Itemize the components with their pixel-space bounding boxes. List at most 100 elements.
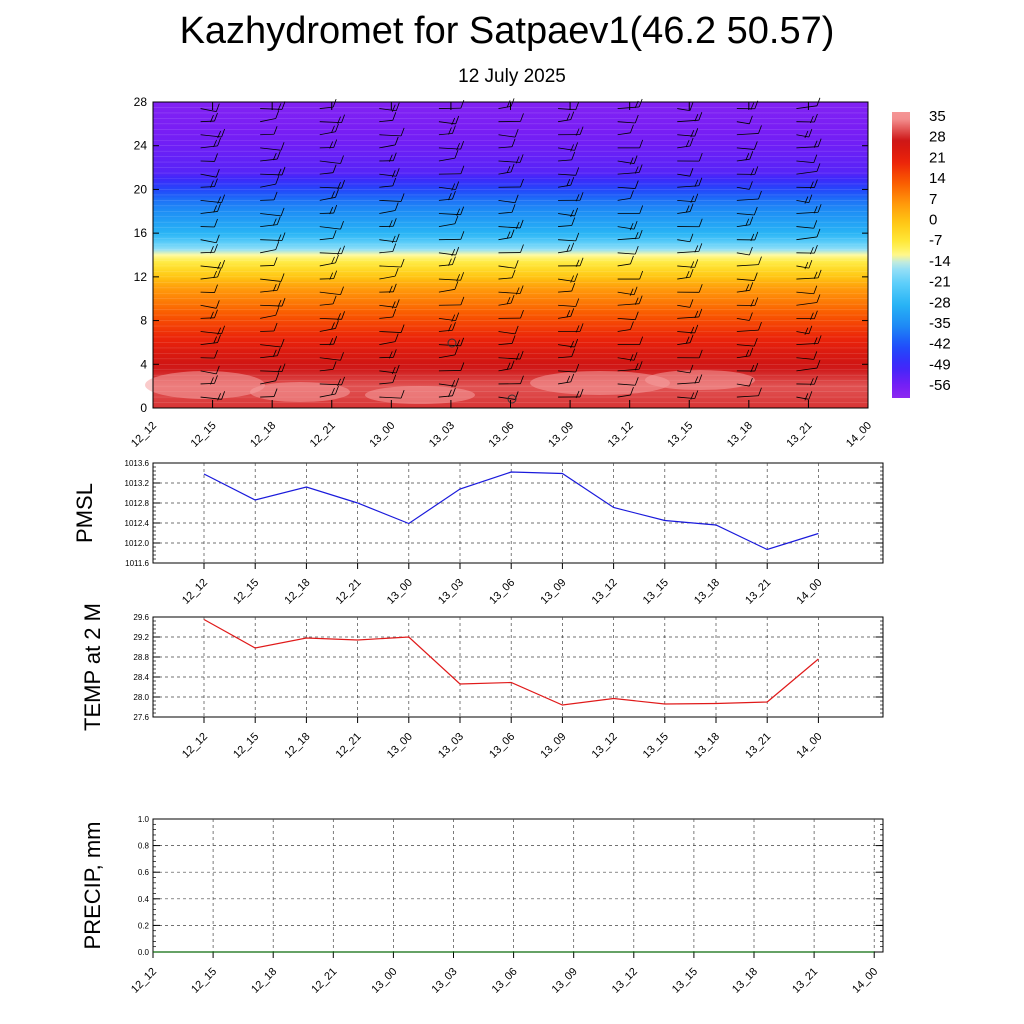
wind-barb-flag — [690, 326, 695, 335]
wind-barb-flag — [750, 299, 755, 307]
wind-barb-flag — [698, 374, 703, 383]
wind-barb — [736, 115, 753, 125]
wind-barb-flag — [685, 139, 690, 148]
wind-barb-shaft — [379, 265, 402, 268]
wind-barb-shaft — [796, 367, 818, 372]
wind-barb — [736, 312, 753, 321]
wind-barb — [617, 270, 644, 280]
wind-barb — [796, 194, 813, 204]
wind-barb-flag — [758, 387, 762, 396]
wind-barb-flag — [273, 388, 278, 397]
wind-barb-flag — [455, 246, 460, 256]
wind-barb-flag — [519, 350, 524, 360]
wind-barb-flag — [514, 129, 519, 138]
wind-barb-shaft — [379, 239, 397, 243]
wind-barb — [200, 284, 218, 293]
wind-barb-shaft — [498, 211, 513, 214]
wind-barb — [200, 169, 220, 178]
wind-barb-shaft — [617, 197, 631, 201]
y-tick-label: 28 — [134, 95, 148, 109]
wind-barb-flag — [392, 152, 397, 161]
wind-barb-flag — [574, 338, 579, 348]
wind-barb-shaft — [617, 317, 636, 321]
wind-barb-flag — [814, 179, 818, 188]
wind-barb-flag — [634, 363, 639, 371]
y-tick-label: 4 — [140, 357, 147, 371]
wind-barb-flag — [689, 203, 694, 212]
wind-barb-shaft — [558, 344, 575, 348]
wind-barb-flag — [221, 260, 225, 269]
wind-barb-flag — [394, 333, 399, 342]
wind-barb-flag — [694, 114, 699, 122]
y-tick-label: 12 — [134, 270, 148, 284]
y-axis-label: PRECIP, mm — [80, 822, 105, 950]
wind-barb-flag — [749, 282, 754, 291]
wind-barb-flag — [217, 203, 221, 212]
wind-barb-flag — [813, 140, 818, 148]
x-tick-label: 13_00 — [385, 577, 415, 607]
wind-barb-flag — [814, 113, 818, 123]
wind-barb-shaft — [319, 369, 334, 372]
wind-barb-shaft — [558, 213, 575, 217]
wind-barb-shaft — [558, 239, 576, 242]
wind-barb-flag — [329, 338, 334, 346]
wind-barb — [260, 142, 285, 151]
wind-barb-flag — [816, 294, 821, 303]
wind-barb-flag — [698, 284, 703, 293]
wind-barb-flag — [460, 100, 465, 109]
wind-barb-flag — [698, 112, 703, 121]
wind-barb-shaft — [498, 302, 512, 306]
wind-barb-flag — [813, 351, 818, 360]
wind-barb — [796, 376, 818, 386]
wind-barb-flag — [273, 191, 278, 200]
wind-barb-shaft — [498, 343, 513, 346]
wind-barb-flag — [694, 193, 699, 202]
wind-barb-shaft — [558, 225, 572, 227]
wind-barb — [677, 168, 694, 177]
wind-barb-flag — [272, 349, 277, 357]
wind-barb-shaft — [319, 226, 341, 230]
x-tick-label: 13_18 — [692, 577, 722, 607]
x-tick-label: 13_15 — [641, 731, 671, 761]
wind-barb-flag — [454, 150, 459, 159]
wind-barb-shaft — [736, 121, 750, 125]
wind-barb-shaft — [736, 344, 755, 347]
x-tick-label: 13_06 — [487, 731, 517, 761]
wind-barb-flag — [520, 375, 524, 384]
wind-barb — [796, 228, 821, 241]
wind-barb-flag — [221, 194, 225, 203]
wind-barb-shaft — [736, 252, 750, 256]
wind-barb — [617, 164, 643, 175]
wind-barb-flag — [566, 375, 571, 384]
wind-barb-shaft — [200, 317, 215, 319]
wind-barb — [736, 377, 753, 387]
wind-barb-flag — [639, 205, 644, 214]
wind-barb-shaft — [438, 252, 456, 256]
wind-barb-shaft — [617, 252, 636, 255]
x-tick-label: 13_00 — [369, 966, 399, 996]
wind-barb-flag — [634, 297, 639, 305]
wind-barb — [438, 281, 459, 293]
wind-barb-shaft — [498, 171, 512, 175]
wind-barb-flag — [272, 218, 277, 226]
wind-barb — [200, 203, 221, 214]
wind-barb-flag — [690, 130, 695, 138]
wind-barb — [200, 268, 221, 280]
wind-barb-flag — [214, 309, 218, 318]
wind-barb-shaft — [319, 262, 336, 267]
wind-barb — [438, 378, 460, 388]
wind-barb-flag — [750, 233, 755, 242]
wind-barb-flag — [400, 258, 405, 268]
wind-barb-shaft — [260, 213, 282, 217]
wind-barb-shaft — [736, 383, 750, 387]
wind-barb — [379, 168, 400, 178]
wind-barb-flag — [694, 128, 699, 137]
wind-barb-shaft — [736, 395, 759, 398]
y-tick-label: 24 — [134, 139, 148, 153]
wind-barb — [617, 139, 644, 149]
wind-barb — [558, 273, 579, 283]
colorbar-label: -7 — [929, 232, 942, 249]
wind-barb-flag — [451, 380, 456, 388]
wind-barb — [438, 272, 465, 282]
wind-barb-flag — [510, 229, 515, 238]
